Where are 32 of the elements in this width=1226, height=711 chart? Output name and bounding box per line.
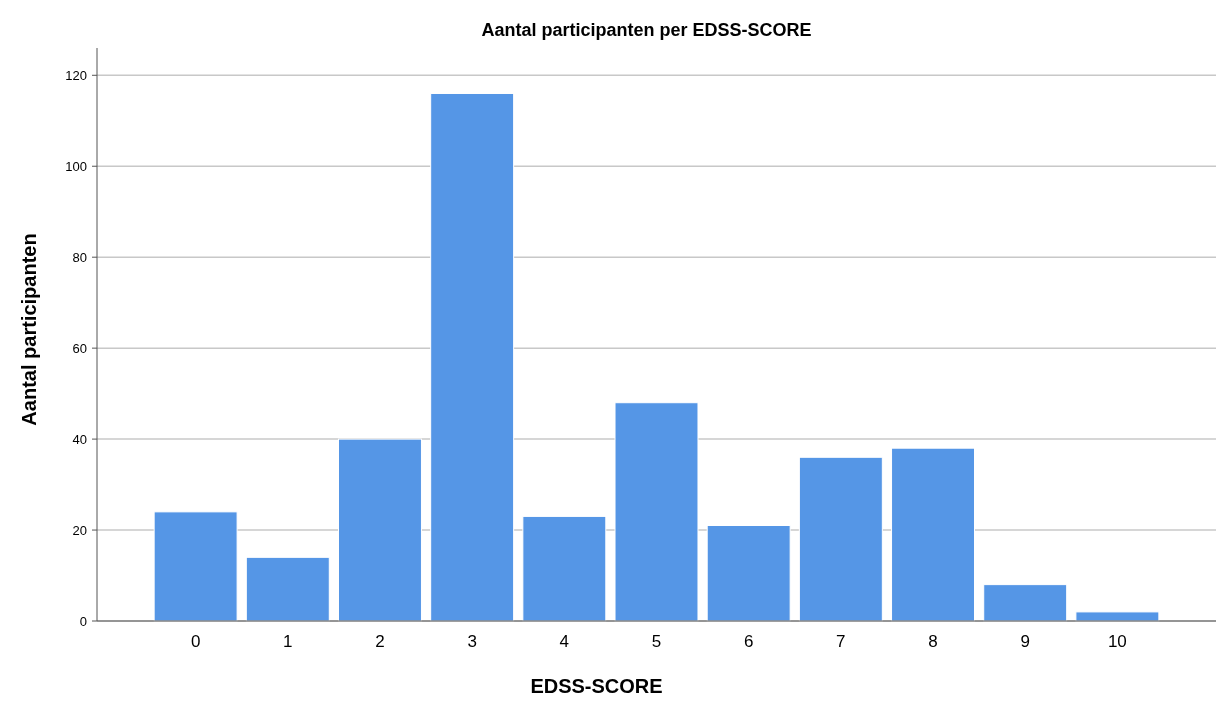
x-tick-label: 3 [467,632,477,651]
bar [983,584,1068,622]
bar [245,556,330,622]
y-tick-label: 80 [72,249,87,265]
bar [614,402,699,622]
x-tick-label: 10 [1107,632,1127,651]
y-tick-label: 60 [72,340,87,356]
y-axis-title: Aantal participanten [18,233,40,426]
y-tick-label: 40 [72,431,87,447]
bar [522,515,607,622]
bar [706,525,791,622]
y-tick-label: 100 [65,158,87,174]
chart-title: Aantal participanten per EDSS-SCORE [481,20,812,40]
x-tick-label: 1 [283,632,293,651]
x-tick-label: 2 [375,632,385,651]
x-tick-label: 6 [743,632,754,651]
x-axis-title: EDSS-SCORE [530,675,663,697]
bar [338,438,422,622]
y-tick-label: 120 [65,67,87,83]
bar [153,511,238,622]
x-tick-label: 7 [836,632,846,651]
bar [1075,611,1160,622]
x-tick-label: 4 [559,632,570,651]
y-tick-label: 20 [72,522,87,538]
x-tick-label: 8 [928,632,938,651]
bar [798,456,883,622]
x-tick-label: 0 [190,632,201,651]
y-tick-label: 0 [79,613,87,629]
x-tick-label: 9 [1020,632,1030,651]
x-tick-label: 5 [651,632,662,651]
bar [430,92,515,622]
bar [891,447,975,622]
